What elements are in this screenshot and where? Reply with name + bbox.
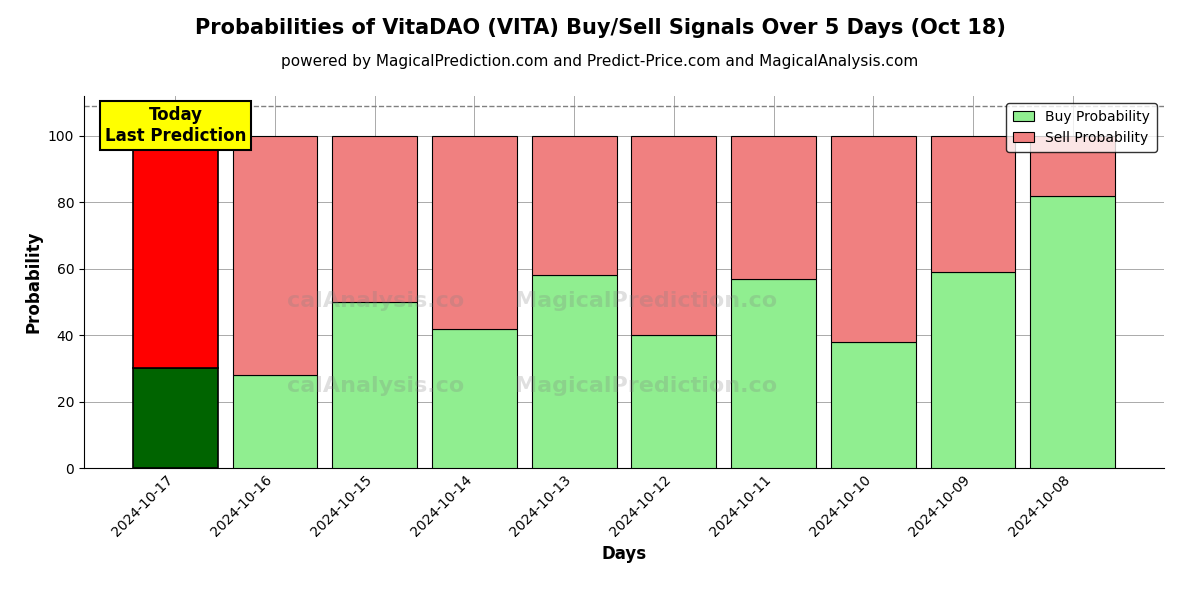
Bar: [631, 136, 716, 335]
Bar: [532, 136, 617, 275]
Bar: [432, 136, 517, 329]
Bar: [1030, 136, 1115, 196]
Text: Today
Last Prediction: Today Last Prediction: [104, 106, 246, 145]
Bar: [432, 329, 517, 468]
Bar: [631, 335, 716, 468]
Bar: [731, 136, 816, 278]
Text: powered by MagicalPrediction.com and Predict-Price.com and MagicalAnalysis.com: powered by MagicalPrediction.com and Pre…: [281, 54, 919, 69]
Bar: [1030, 196, 1115, 468]
Bar: [332, 136, 418, 302]
Text: MagicalPrediction.co: MagicalPrediction.co: [515, 290, 776, 311]
X-axis label: Days: Days: [601, 545, 647, 563]
Bar: [133, 368, 218, 468]
Bar: [532, 275, 617, 468]
Text: calAnalysis.co: calAnalysis.co: [287, 290, 464, 311]
Text: calAnalysis.co: calAnalysis.co: [287, 376, 464, 396]
Bar: [930, 272, 1015, 468]
Bar: [233, 375, 318, 468]
Bar: [830, 342, 916, 468]
Bar: [930, 136, 1015, 272]
Y-axis label: Probability: Probability: [24, 231, 42, 333]
Text: Probabilities of VitaDAO (VITA) Buy/Sell Signals Over 5 Days (Oct 18): Probabilities of VitaDAO (VITA) Buy/Sell…: [194, 18, 1006, 38]
Bar: [332, 302, 418, 468]
Text: MagicalPrediction.co: MagicalPrediction.co: [515, 376, 776, 396]
Bar: [830, 136, 916, 342]
Bar: [233, 136, 318, 375]
Bar: [731, 278, 816, 468]
Bar: [133, 136, 218, 368]
Legend: Buy Probability, Sell Probability: Buy Probability, Sell Probability: [1007, 103, 1157, 152]
